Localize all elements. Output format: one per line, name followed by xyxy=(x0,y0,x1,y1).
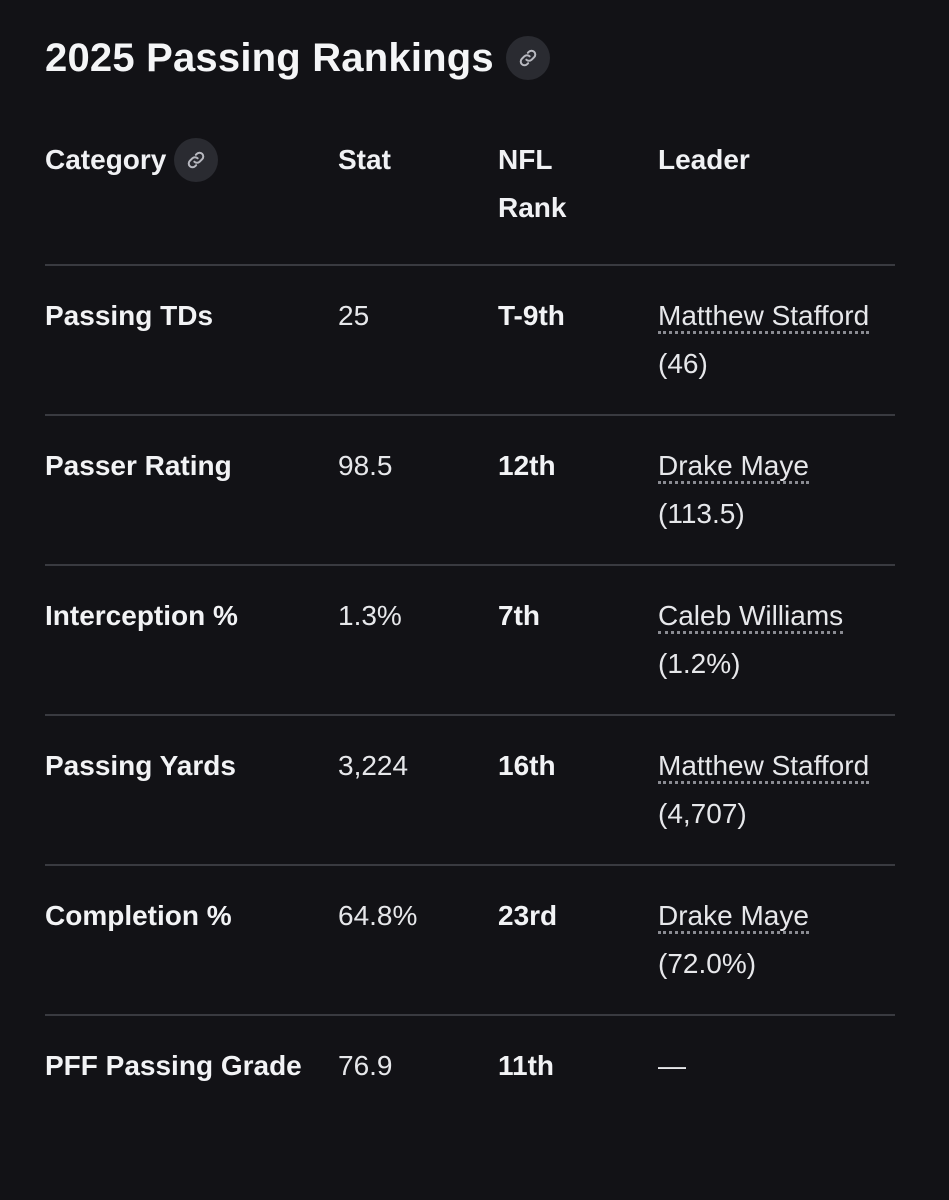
column-header-leader: Leader xyxy=(658,136,895,266)
leader-cell: Drake Maye (72.0%) xyxy=(658,865,895,1016)
leader-value: (4,707) xyxy=(658,798,747,829)
table-row: Completion % 64.8% 23rd Drake Maye (72.0… xyxy=(45,865,895,1016)
table-row: Interception % 1.3% 7th Caleb Williams (… xyxy=(45,565,895,716)
rank-cell: 16th xyxy=(498,715,658,866)
column-header-stat: Stat xyxy=(338,136,498,266)
leader-link[interactable]: Matthew Stafford xyxy=(658,300,870,334)
table-row: PFF Passing Grade 76.9 11th — xyxy=(45,1015,895,1116)
leader-value: (72.0%) xyxy=(658,948,757,979)
leader-cell: Matthew Stafford (4,707) xyxy=(658,715,895,866)
link-icon xyxy=(519,49,537,67)
category-link-button[interactable] xyxy=(174,138,219,182)
leader-link[interactable]: Drake Maye xyxy=(658,900,809,934)
title-link-button[interactable] xyxy=(505,36,550,80)
stat-cell: 1.3% xyxy=(338,565,498,716)
rank-cell: 7th xyxy=(498,565,658,716)
category-cell: PFF Passing Grade xyxy=(45,1050,302,1081)
title-row: 2025 Passing Rankings xyxy=(45,30,550,86)
category-cell: Passing Yards xyxy=(45,715,338,866)
stat-cell: 3,224 xyxy=(338,715,498,866)
leader-link[interactable]: Caleb Williams xyxy=(658,600,844,634)
category-cell: Passing TDs xyxy=(45,265,338,416)
column-header-category: Category xyxy=(45,136,338,266)
stat-cell: 76.9 xyxy=(338,1050,393,1081)
category-cell: Interception % xyxy=(45,565,338,716)
rank-cell: 12th xyxy=(498,415,658,566)
leader-cell: Matthew Stafford (46) xyxy=(658,265,895,416)
category-cell: Passer Rating xyxy=(45,415,338,566)
column-header-nfl-rank: NFL Rank xyxy=(498,136,658,266)
leader-value: (46) xyxy=(658,348,708,379)
rank-cell: 23rd xyxy=(498,865,658,1016)
rank-cell: 11th xyxy=(498,1050,555,1081)
stat-cell: 98.5 xyxy=(338,415,498,566)
leader-value: (113.5) xyxy=(658,498,745,529)
column-header-category-label: Category xyxy=(45,144,167,175)
stat-cell: 25 xyxy=(338,265,498,416)
leader-link[interactable]: Matthew Stafford xyxy=(658,750,870,784)
leader-cell: Caleb Williams (1.2%) xyxy=(658,565,895,716)
table-header-row: Category Stat NFL Rank Leader xyxy=(45,136,895,266)
column-header-nfl-rank-line1: NFL xyxy=(498,144,553,175)
table-row: Passing TDs 25 T-9th Matthew Stafford (4… xyxy=(45,265,895,416)
category-cell: Completion % xyxy=(45,865,338,1016)
rank-cell: T-9th xyxy=(498,265,658,416)
leader-cell: Drake Maye (113.5) xyxy=(658,415,895,566)
column-header-nfl-rank-line2: Rank xyxy=(498,192,567,223)
page-title: 2025 Passing Rankings xyxy=(45,36,494,80)
leader-cell: — xyxy=(658,1050,686,1081)
leader-link[interactable]: Drake Maye xyxy=(658,450,809,484)
stat-cell: 64.8% xyxy=(338,865,498,1016)
leader-value: (1.2%) xyxy=(658,648,741,679)
link-icon xyxy=(188,151,205,169)
table-row: Passer Rating 98.5 12th Drake Maye (113.… xyxy=(45,415,895,566)
rankings-table: Category Stat NFL Rank Leader xyxy=(45,136,895,1116)
table-row: Passing Yards 3,224 16th Matthew Staffor… xyxy=(45,715,895,866)
